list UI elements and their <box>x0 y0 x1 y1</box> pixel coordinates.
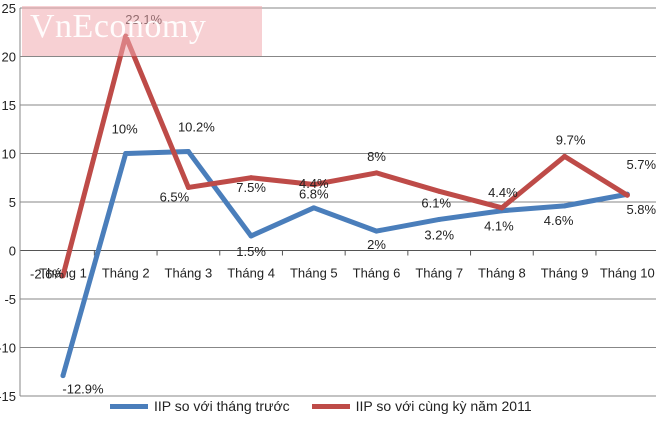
x-tick-label: Tháng 2 <box>102 266 150 281</box>
y-tick-label: 20 <box>2 50 16 65</box>
data-label: 4.4% <box>299 176 329 191</box>
y-tick-label: 0 <box>9 244 16 259</box>
data-point <box>374 228 379 234</box>
data-labels: -12.9% 10% 10.2% 1.5% 4.4% 2% 3.2% 4.1% 4.6% 5.8%… <box>30 12 656 397</box>
legend-swatch-series2 <box>311 403 350 409</box>
data-point <box>499 205 505 211</box>
x-tick-label: Tháng 9 <box>541 266 589 281</box>
data-label: -12.9% <box>62 382 104 397</box>
y-tick-label: 5 <box>9 195 16 210</box>
y-tick-label: -15 <box>0 389 16 404</box>
data-point <box>123 151 129 156</box>
data-point <box>436 188 442 194</box>
data-label: 5.8% <box>626 202 656 217</box>
y-tick-label: 25 <box>2 1 16 16</box>
x-tick-label: Tháng 6 <box>353 266 401 281</box>
x-tick-label: Tháng 10 <box>600 266 655 281</box>
data-point <box>311 205 317 211</box>
data-label: 6.8% <box>299 187 329 202</box>
data-point <box>60 273 66 279</box>
y-tick-label: 15 <box>2 98 16 113</box>
data-label: 5.7% <box>626 157 656 172</box>
y-axis: -15 -10 -5 0 5 10 15 20 25 <box>0 1 21 404</box>
data-point <box>624 192 630 198</box>
x-tick-label: Tháng 5 <box>290 266 338 281</box>
data-label: 2% <box>367 237 386 252</box>
data-label: -2.6% <box>30 267 64 282</box>
legend-swatch-series1 <box>110 403 148 409</box>
data-label: 8% <box>367 149 386 164</box>
data-label: 10% <box>112 122 138 137</box>
x-tick-label: Tháng 8 <box>478 266 526 281</box>
data-point <box>562 153 568 159</box>
x-tick-label: Tháng 4 <box>227 266 275 281</box>
legend-label-series2: IIP so với cùng kỳ năm 2011 <box>355 398 532 414</box>
data-label: 1.5% <box>236 244 266 259</box>
data-label: 4.4% <box>488 185 518 200</box>
legend: IIP so với tháng trước IIP so với cùng k… <box>110 398 554 414</box>
data-point <box>436 216 442 222</box>
data-label: 10.2% <box>178 120 215 135</box>
x-tick-label: Tháng 3 <box>165 266 213 281</box>
data-label: 4.1% <box>484 219 514 234</box>
data-point <box>248 233 254 239</box>
data-label: 3.2% <box>424 227 454 242</box>
x-axis: Tháng 1 Tháng 2 Tháng 3 Tháng 4 Tháng 5 Tháng… <box>20 250 656 281</box>
data-label: 4.6% <box>544 213 574 228</box>
data-label: 6.1% <box>421 195 451 210</box>
data-point <box>185 149 191 155</box>
data-label: 6.5% <box>160 189 190 204</box>
watermark-text: VnEconomy <box>30 8 207 45</box>
data-point <box>248 175 254 181</box>
legend-item-series2: IIP so với cùng kỳ năm 2011 <box>311 398 532 414</box>
data-point <box>374 170 379 176</box>
series-line-1 <box>60 149 630 379</box>
legend-item-series1: IIP so với tháng trước <box>110 398 290 414</box>
watermark-logo <box>22 6 262 56</box>
y-tick-label: -10 <box>0 341 16 356</box>
data-point <box>60 373 66 379</box>
series-lines <box>60 33 630 379</box>
data-label: 9.7% <box>556 132 586 147</box>
x-tick-label: Tháng 7 <box>415 266 463 281</box>
data-point <box>562 203 568 209</box>
data-label: 7.5% <box>236 180 266 195</box>
data-point <box>311 182 317 188</box>
y-tick-label: 10 <box>2 147 16 162</box>
series-line-2 <box>60 33 630 279</box>
legend-label-series1: IIP so với tháng trước <box>154 398 290 414</box>
data-point <box>185 184 191 190</box>
y-tick-label: -5 <box>4 292 16 307</box>
